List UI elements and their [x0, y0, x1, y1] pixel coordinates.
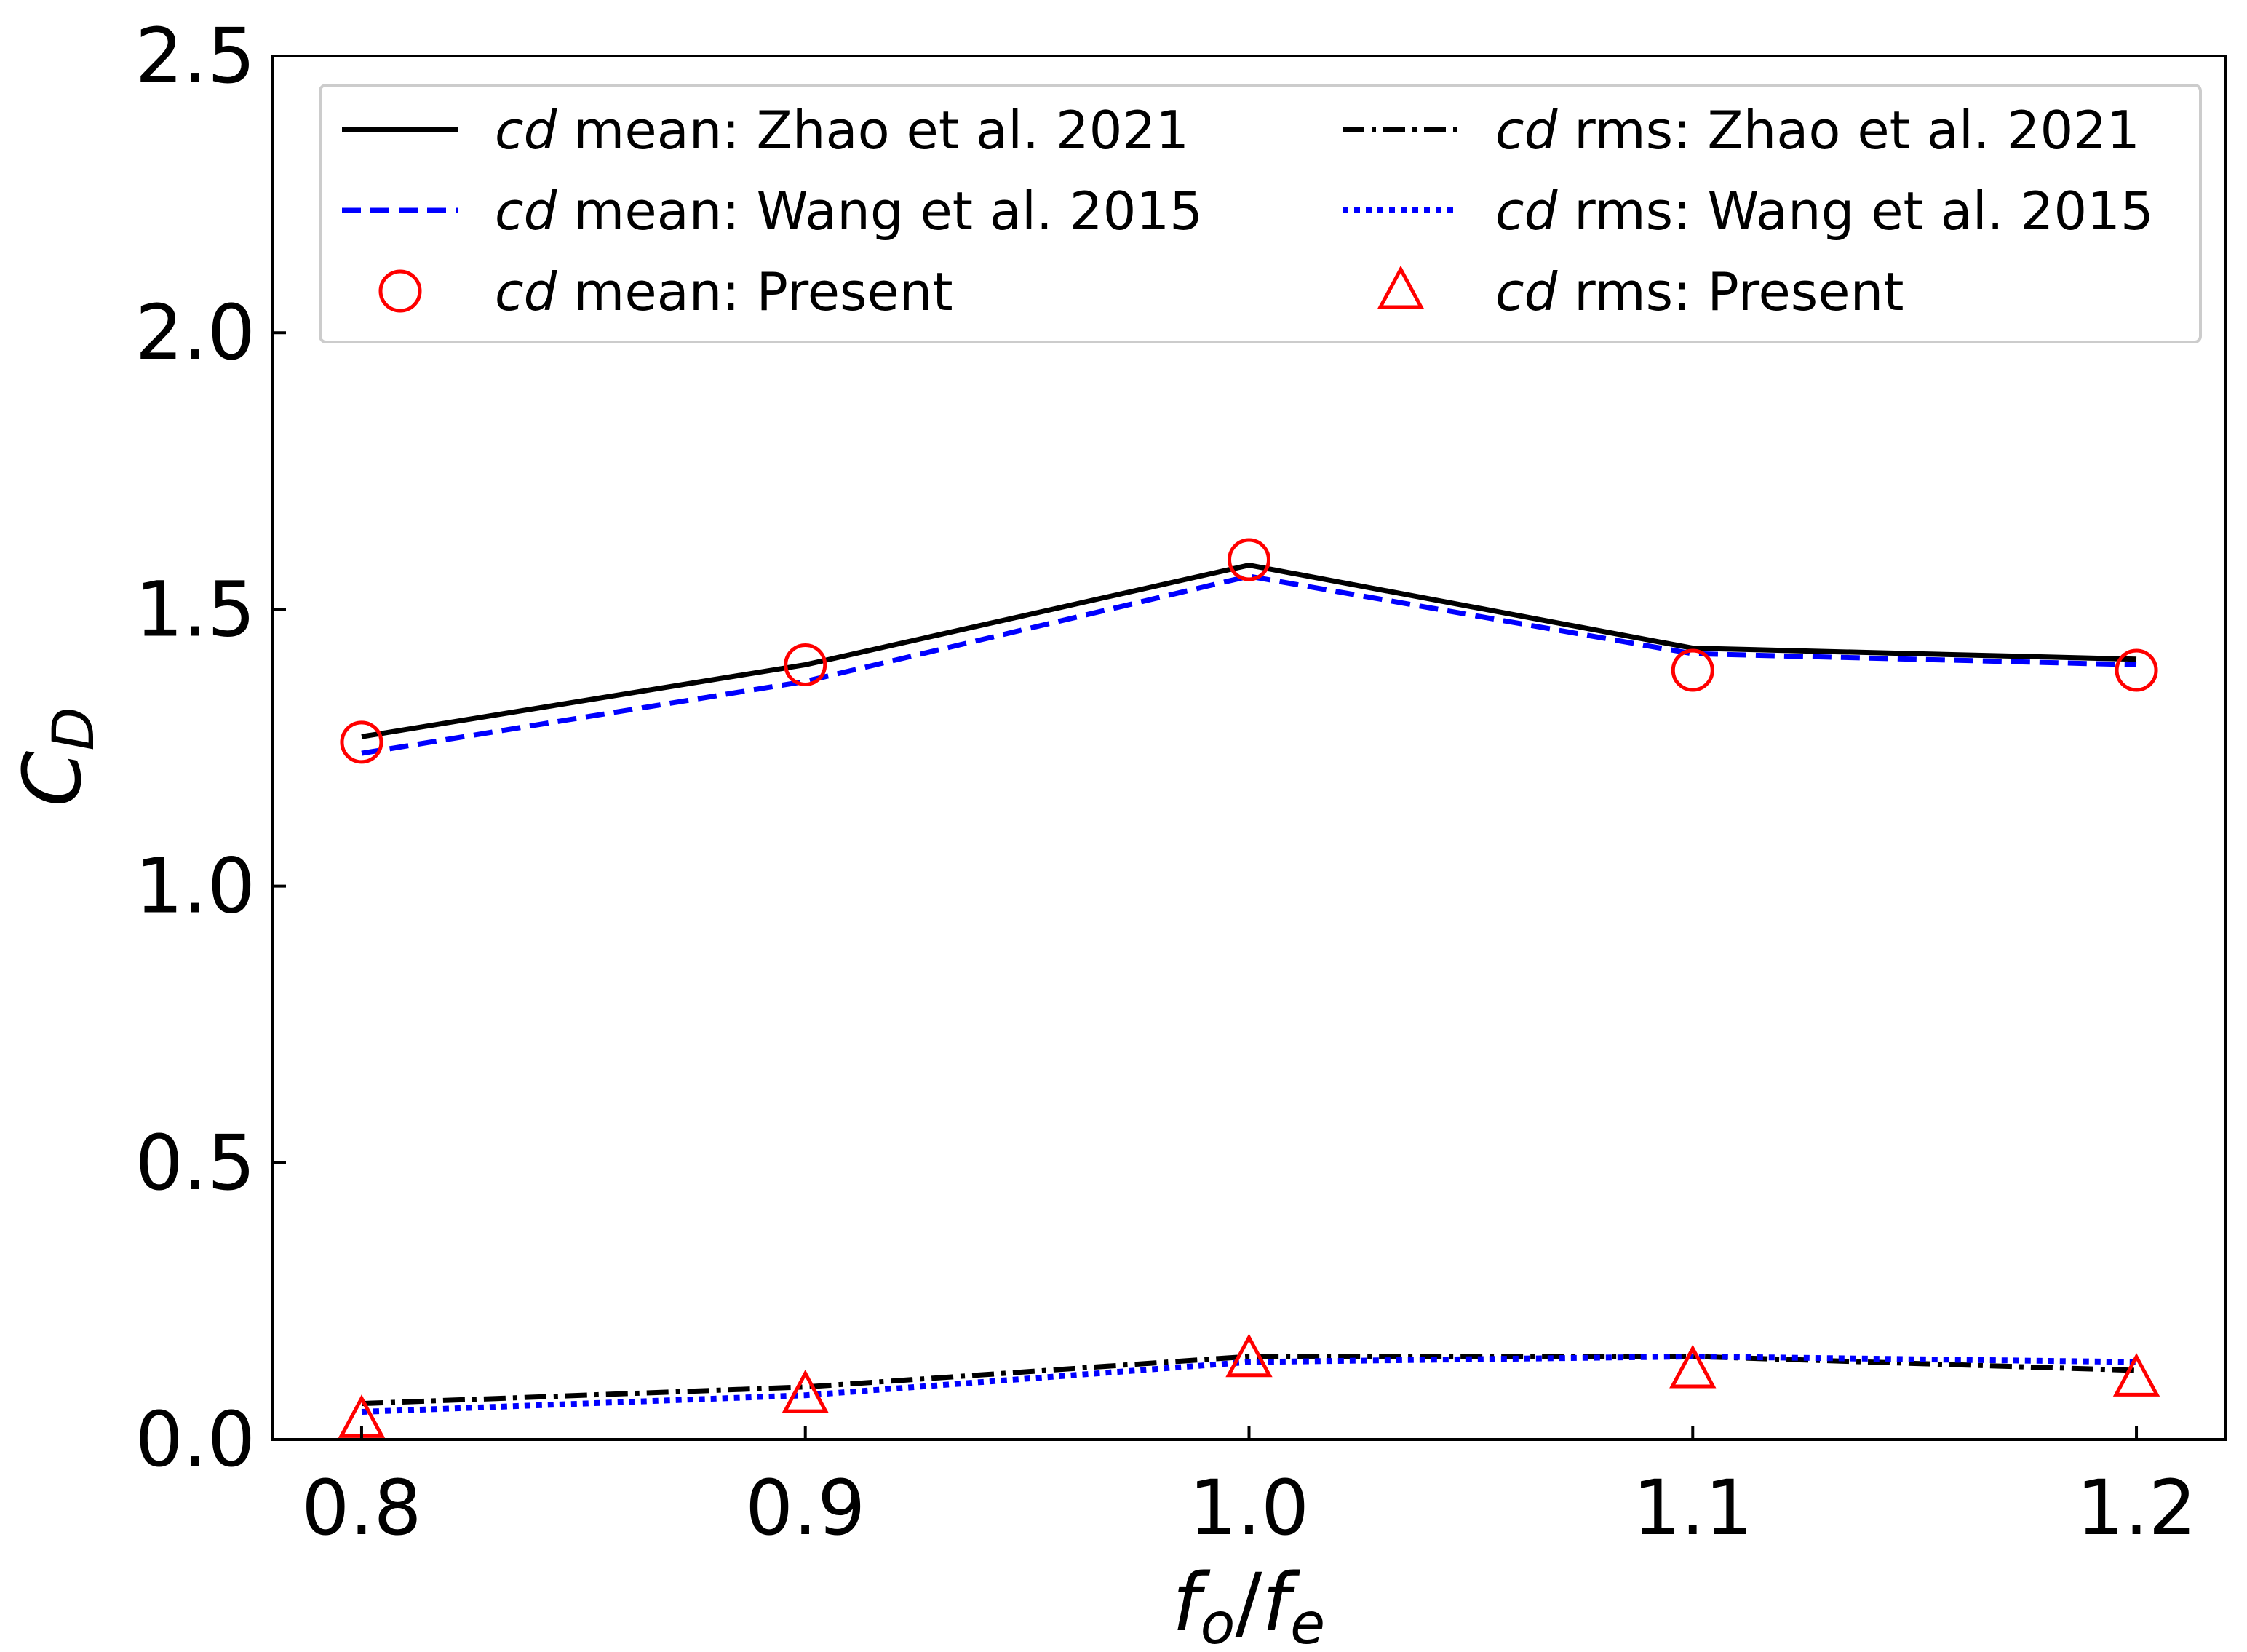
legend-label: cd mean: Zhao et al. 2021: [495, 100, 1189, 161]
x-tick-label: 1.2: [2076, 1464, 2196, 1552]
legend-label: cd mean: Present: [495, 261, 953, 322]
plot-area: [338, 538, 2160, 1438]
data-point-triangle: [782, 1369, 829, 1413]
data-point-triangle: [1669, 1344, 1717, 1389]
y-axis-title: CD: [6, 707, 107, 807]
data-point-circle: [2115, 648, 2158, 692]
data-point-circle: [1671, 648, 1714, 692]
data-point-triangle: [2112, 1353, 2160, 1397]
y-tick-label: 0.0: [135, 1395, 255, 1484]
legend-label: cd rms: Zhao et al. 2021: [1495, 100, 2140, 161]
data-point-circle: [784, 643, 827, 686]
series-line: [361, 1353, 2137, 1415]
legend-label: cd mean: Wang et al. 2015: [495, 180, 1203, 242]
y-tick-label: 1.5: [135, 565, 255, 654]
x-tick-label: 1.1: [1633, 1464, 1753, 1552]
x-tick-label: 1.0: [1189, 1464, 1309, 1552]
legend: cd mean: Zhao et al. 2021 cd mean: Wang e…: [319, 84, 2202, 343]
y-tick-label: 0.5: [135, 1119, 255, 1207]
data-point-circle: [340, 720, 383, 764]
legend-label: cd rms: Wang et al. 2015: [1495, 180, 2154, 242]
y-tick-label: 2.5: [135, 12, 255, 100]
data-point-circle: [1228, 538, 1270, 581]
legend-box: [319, 84, 2202, 343]
y-tick-label: 2.0: [135, 288, 255, 377]
axis-ticks: 0.8 0.9 1.0 1.1 1.2 0.0 0.5 1.0 1.5 2.0 2.5: [135, 12, 2197, 1552]
legend-triangle-marker: [1377, 265, 1425, 309]
series-line: [361, 573, 2137, 756]
x-tick-label: 0.8: [301, 1464, 421, 1552]
data-point-triangle: [1225, 1333, 1273, 1378]
x-tick-label: 0.9: [745, 1464, 865, 1552]
legend-circle-marker: [378, 269, 422, 313]
y-tick-label: 1.0: [135, 842, 255, 931]
legend-label: cd rms: Present: [1495, 261, 1904, 322]
series-line: [361, 563, 2137, 739]
